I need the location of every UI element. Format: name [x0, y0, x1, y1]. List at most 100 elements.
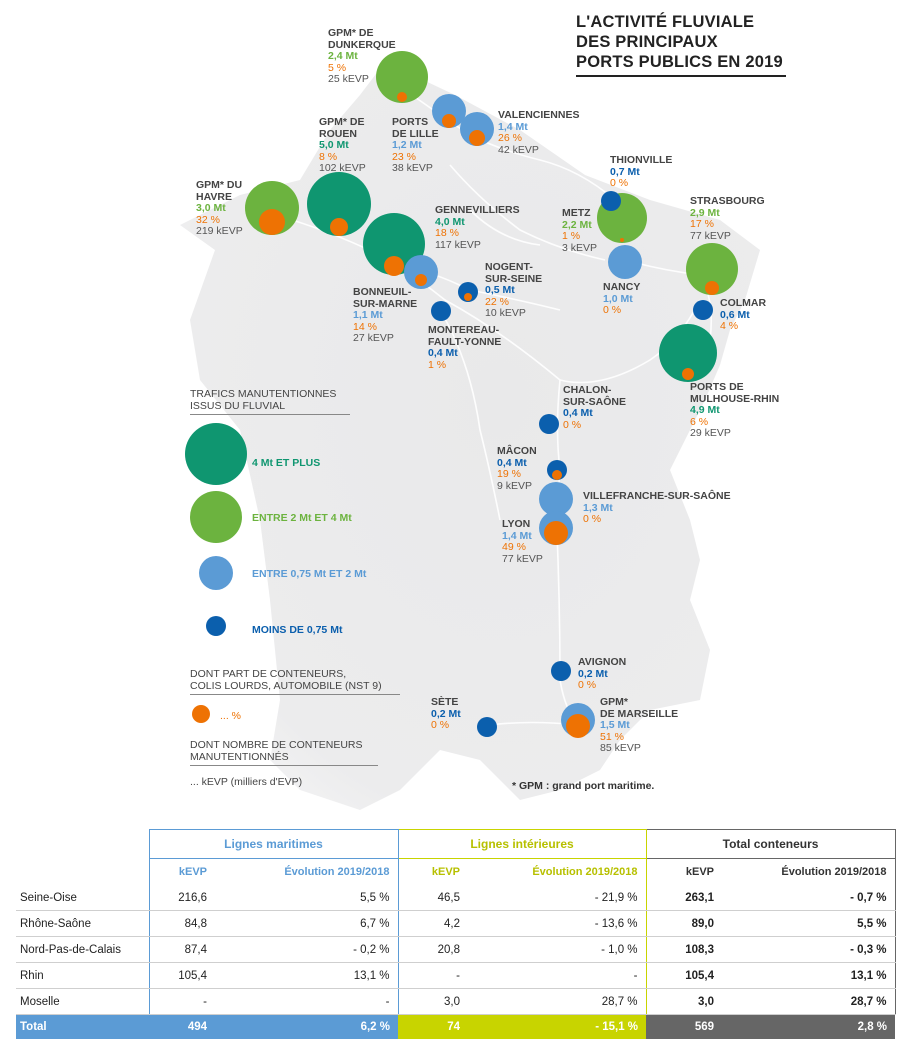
table-cell: 89,0 — [645, 910, 723, 937]
group-total: Total conteneurs — [645, 829, 896, 859]
container-share-gennevilliers — [384, 256, 404, 276]
table-cell: - 1,0 % — [468, 936, 647, 963]
total-cell: 2,8 % — [722, 1014, 896, 1039]
port-name: AVIGNON — [578, 656, 627, 668]
port-container-share: 0 % — [583, 513, 602, 525]
bubble-chalon[interactable] — [539, 414, 559, 434]
port-traffic: 0,6 Mt — [720, 308, 750, 321]
port-kevp: 85 kEVP — [600, 742, 641, 754]
port-container-share: 8 % — [319, 150, 338, 163]
port-container-share: 4 % — [720, 320, 739, 332]
port-name: VALENCIENNES — [498, 109, 580, 121]
port-name: NOGENT- — [485, 261, 533, 273]
table-cell: 13,1 % — [215, 962, 399, 989]
container-share-metz — [620, 238, 624, 242]
port-container-share: 0 % — [431, 719, 450, 731]
table-cell: - 0,3 % — [722, 936, 896, 963]
label-metz: METZ 2,2 Mt 1 % 3 kEVP — [562, 207, 597, 254]
port-name: LYON — [502, 518, 531, 530]
bubble-colmar[interactable] — [693, 300, 713, 320]
port-name: MÂCON — [497, 445, 537, 457]
row-name: Moselle — [16, 988, 149, 1015]
port-traffic: 4,0 Mt — [435, 215, 465, 228]
bubble-montereau[interactable] — [431, 301, 451, 321]
port-name: SUR-SAÔNE — [563, 395, 627, 408]
port-container-share: 0 % — [578, 679, 597, 691]
legend-rule-containers — [190, 694, 400, 695]
label-nancy: NANCY 1,0 Mt 0 % — [603, 281, 641, 317]
total-row: Total 494 6,2 % 74- 15,1 % 569 2,8 % — [16, 1014, 896, 1039]
bubble-sete[interactable] — [477, 717, 497, 737]
port-container-share: 14 % — [353, 320, 377, 333]
table-cell: 87,4 — [148, 936, 215, 963]
bubble-bonneuil[interactable] — [404, 255, 438, 289]
label-colmar: COLMAR 0,6 Mt 4 % — [720, 297, 767, 333]
port-container-share: 6 % — [690, 415, 709, 428]
label-mulhouse: PORTS DE MULHOUSE-RHIN 4,9 Mt 6 % 29 kEVP — [690, 381, 779, 440]
port-name: GPM* DE — [328, 27, 374, 39]
port-container-share: 1 % — [428, 358, 447, 371]
container-share-lyon — [544, 521, 568, 545]
bubble-valenciennes[interactable] — [460, 112, 494, 146]
subheader-interior-kevp: kEVP — [397, 858, 469, 885]
port-name: SUR-MARNE — [353, 297, 418, 310]
table-cell: - — [468, 962, 647, 989]
port-traffic: 0,4 Mt — [428, 347, 458, 359]
bubble-havre[interactable] — [245, 181, 299, 235]
table-cell: - — [397, 962, 469, 989]
port-container-share: 0 % — [603, 304, 622, 316]
bubble-thionville[interactable] — [601, 191, 621, 211]
container-share-rouen — [330, 218, 348, 236]
label-strasbourg: STRASBOURG 2,9 Mt 17 % 77 kEVP — [690, 195, 765, 242]
port-name: SÈTE — [431, 696, 459, 708]
label-valenciennes: VALENCIENNES 1,4 Mt 26 % 42 kEVP — [498, 109, 580, 156]
bubble-lille[interactable] — [432, 94, 466, 128]
legend-symbol-075mt — [206, 616, 226, 636]
port-name: CHALON- — [563, 384, 612, 396]
group-maritime: Lignes maritimes — [148, 829, 399, 859]
total-cell: 74 — [398, 1014, 469, 1039]
bubble-nancy[interactable] — [608, 245, 642, 279]
port-name: COLMAR — [720, 297, 767, 309]
port-traffic: 0,2 Mt — [578, 667, 608, 680]
label-dunkerque: GPM* DE DUNKERQUE 2,4 Mt 5 % 25 kEVP — [328, 27, 396, 86]
bubble-rouen[interactable] — [307, 172, 371, 236]
bubble-mulhouse[interactable] — [659, 324, 717, 382]
bubble-nogent[interactable] — [458, 282, 478, 302]
table-cell: 263,1 — [645, 885, 723, 911]
port-kevp: 117 kEVP — [435, 238, 481, 251]
table-cell: - 0,2 % — [215, 936, 399, 963]
label-chalon: CHALON- SUR-SAÔNE 0,4 Mt 0 % — [563, 384, 627, 431]
label-rouen: GPM* DE ROUEN 5,0 Mt 8 % 102 kEVP — [319, 116, 366, 175]
port-container-share: 51 % — [600, 730, 624, 743]
bubble-dunkerque[interactable] — [376, 51, 428, 103]
container-share-mulhouse — [682, 368, 694, 380]
bubble-villefranche[interactable] — [539, 482, 573, 516]
port-container-share: 19 % — [497, 468, 521, 480]
legend-label-4mt: 4 Mt ET PLUS — [252, 457, 321, 469]
container-share-dunkerque — [397, 92, 407, 102]
label-thionville: THIONVILLE 0,7 Mt 0 % — [610, 154, 672, 190]
port-name: PORTS — [392, 116, 429, 128]
port-kevp: 42 kEVP — [498, 143, 539, 156]
row-name: Nord-Pas-de-Calais — [16, 936, 149, 963]
legend-symbol-4mt — [185, 423, 247, 485]
port-name: ROUEN — [319, 127, 357, 140]
bubble-strasbourg[interactable] — [686, 243, 738, 295]
label-lyon: LYON 1,4 Mt 49 % 77 kEVP — [502, 518, 543, 565]
port-traffic: 1,4 Mt — [498, 120, 528, 133]
subheader-interior-evolution: Évolution 2019/2018 — [468, 858, 647, 885]
port-traffic: 1,4 Mt — [502, 529, 532, 542]
bubble-avignon[interactable] — [551, 661, 571, 681]
port-traffic: 0,5 Mt — [485, 284, 515, 296]
port-kevp: 102 kEVP — [319, 162, 366, 174]
legend-symbols — [185, 423, 247, 723]
table-cell: 20,8 — [397, 936, 469, 963]
legend-containers-label: ... % — [220, 710, 242, 722]
legend-containers-heading: DONT PART DE CONTENEURS, COLIS LOURDS, A… — [190, 668, 382, 692]
port-name: STRASBOURG — [690, 195, 765, 207]
port-name: SUR-SEINE — [485, 272, 543, 285]
legend-label-075-2mt: ENTRE 0,75 Mt ET 2 Mt — [252, 568, 367, 580]
port-name: NANCY — [603, 281, 641, 293]
legend-kevp-label: ... kEVP (milliers d'EVP) — [190, 776, 303, 788]
